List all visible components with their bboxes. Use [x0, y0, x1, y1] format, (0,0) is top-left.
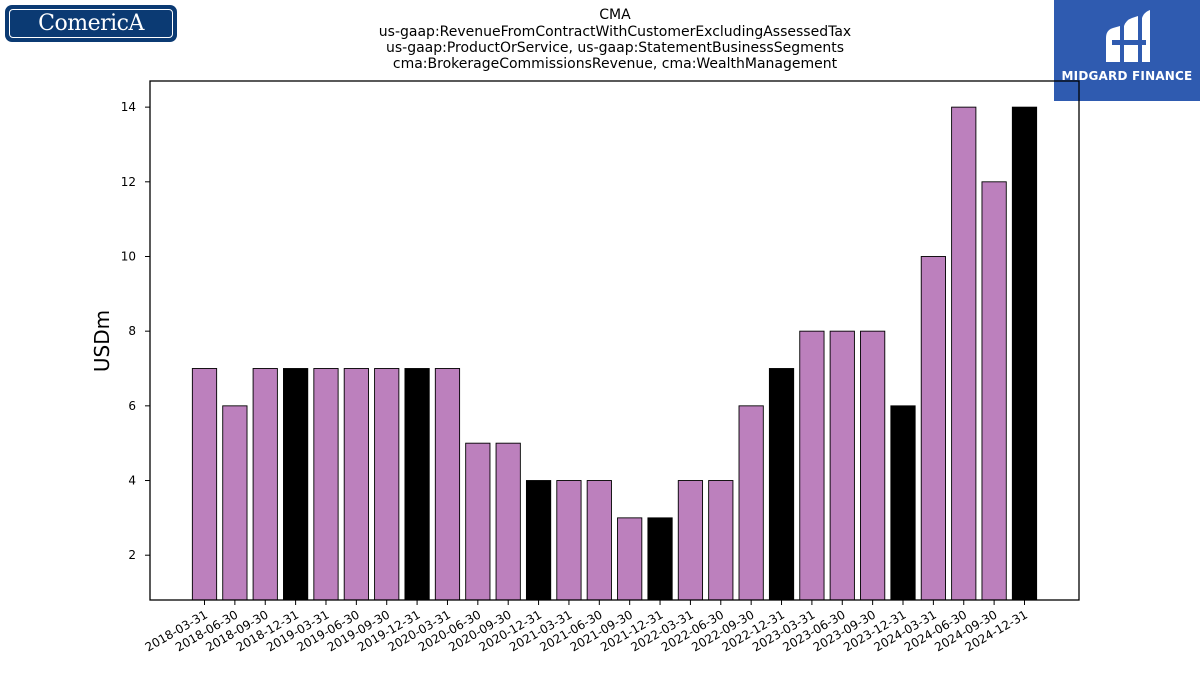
plot-frame [149, 80, 1080, 601]
y-axis-label: USDm [90, 310, 114, 372]
bar-2021-09-30 [617, 517, 643, 601]
chart-title-line-1: CMA [599, 7, 631, 23]
y-tick-label: 14 [121, 100, 136, 114]
bar-2019-12-31 [404, 368, 430, 601]
chart-title-line-4: cma:BrokerageCommissionsRevenue, cma:Wea… [392, 56, 838, 72]
chart-title-line-3: us-gaap:ProductOrService, us-gaap:Statem… [385, 40, 844, 56]
bar-2019-06-30 [343, 368, 369, 601]
y-tick-label: 12 [121, 175, 136, 189]
bar-2018-09-30 [252, 368, 278, 601]
bar-2024-12-31 [1011, 106, 1038, 601]
bar-2024-06-30 [951, 106, 977, 601]
bars-group [191, 106, 1038, 601]
bar-2023-09-30 [860, 330, 886, 601]
y-tick-label: 2 [128, 548, 136, 562]
y-tick-label: 8 [128, 324, 136, 338]
bar-2023-06-30 [829, 330, 855, 601]
y-tick-label: 10 [121, 249, 136, 263]
bar-2022-06-30 [708, 480, 734, 601]
bar-2020-12-31 [525, 480, 552, 601]
x-axis: 2018-03-312018-06-302018-09-302018-12-31… [143, 600, 1030, 654]
bar-2024-03-31 [920, 256, 946, 601]
bar-2023-12-31 [890, 405, 916, 601]
midgard-finance-logo: MIDGARD FINANCE [1054, 0, 1200, 101]
bar-2021-03-31 [556, 480, 582, 601]
y-tick-label: 4 [128, 474, 136, 488]
bar-2018-12-31 [283, 368, 309, 601]
bar-2019-03-31 [313, 368, 339, 601]
bar-2024-09-30 [981, 181, 1007, 601]
bar-2020-09-30 [495, 442, 521, 601]
bar-2023-03-31 [799, 330, 825, 601]
bar-2022-09-30 [738, 405, 764, 601]
midgard-finance-logo-text: MIDGARD FINANCE [1061, 69, 1193, 83]
logo-border [9, 9, 173, 38]
comerica-logo: ComericA [6, 6, 176, 41]
bar-2019-09-30 [374, 368, 400, 601]
bar-2018-06-30 [222, 405, 248, 601]
bar-2021-06-30 [586, 480, 612, 601]
bar-2020-03-31 [434, 368, 461, 601]
bar-2021-12-31 [647, 517, 673, 601]
y-axis: 2 4 6 8 10 12 14 [121, 100, 150, 562]
comerica-logo-text: ComericA [38, 11, 144, 36]
bar-2018-03-31 [191, 368, 218, 601]
bar-2022-03-31 [677, 480, 704, 601]
midgard-emblem-icon [1106, 10, 1150, 62]
bar-2020-06-30 [465, 442, 491, 601]
bar-2022-12-31 [768, 368, 795, 601]
y-tick-label: 6 [128, 399, 136, 413]
chart-title-line-2: us-gaap:RevenueFromContractWithCustomerE… [378, 24, 852, 40]
